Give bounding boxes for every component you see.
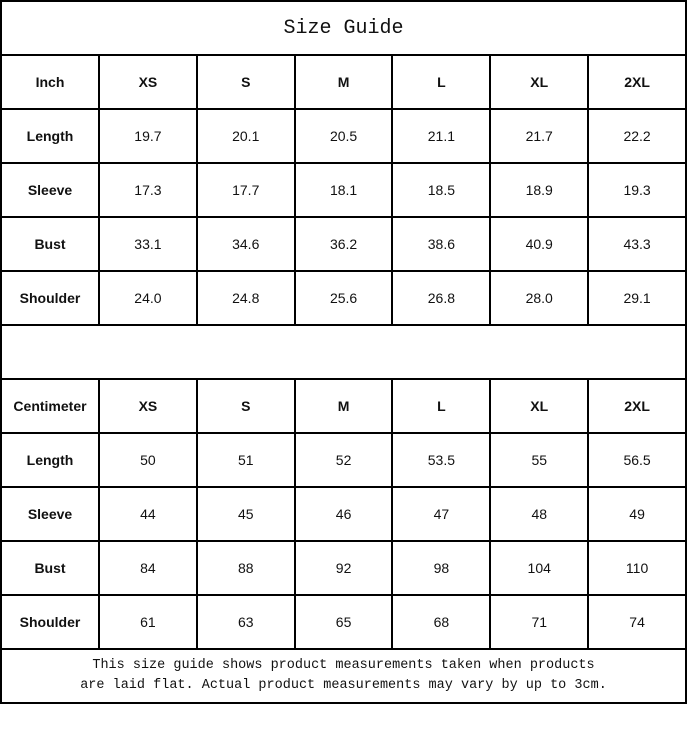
measurement-value: 51	[195, 432, 296, 488]
measurement-value: 33.1	[98, 216, 198, 272]
size-header: M	[293, 54, 394, 110]
measurement-value: 98	[391, 540, 492, 596]
measurement-value: 18.1	[293, 162, 394, 218]
measurement-value: 19.7	[98, 108, 198, 164]
measurement-value: 47	[391, 486, 492, 542]
table-row: Bust 33.1 34.6 36.2 38.6 40.9 43.3	[0, 216, 687, 272]
size-header: 2XL	[587, 378, 687, 434]
measurement-label: Length	[0, 432, 100, 488]
size-header: S	[195, 54, 296, 110]
footnote-line-1: This size guide shows product measuremen…	[92, 658, 595, 673]
measurement-value: 65	[293, 594, 394, 650]
table-row: Length 19.7 20.1 20.5 21.1 21.7 22.2	[0, 108, 687, 164]
measurement-value: 71	[489, 594, 590, 650]
inch-header-row: Inch XS S M L XL 2XL	[0, 54, 687, 110]
note-row: This size guide shows product measuremen…	[0, 648, 687, 704]
measurement-value: 63	[195, 594, 296, 650]
measurement-value: 50	[98, 432, 198, 488]
measurement-label: Bust	[0, 216, 100, 272]
measurement-value: 53.5	[391, 432, 492, 488]
measurement-value: 52	[293, 432, 394, 488]
table-row: Length 50 51 52 53.5 55 56.5	[0, 432, 687, 488]
measurement-value: 40.9	[489, 216, 590, 272]
page-title: Size Guide	[0, 0, 687, 56]
measurement-value: 36.2	[293, 216, 394, 272]
measurement-value: 20.1	[195, 108, 296, 164]
measurement-value: 25.6	[293, 270, 394, 326]
size-header: 2XL	[587, 54, 687, 110]
unit-label: Centimeter	[0, 378, 100, 434]
measurement-value: 26.8	[391, 270, 492, 326]
measurement-label: Length	[0, 108, 100, 164]
measurement-value: 19.3	[587, 162, 687, 218]
measurement-value: 21.7	[489, 108, 590, 164]
table-row: Sleeve 17.3 17.7 18.1 18.5 18.9 19.3	[0, 162, 687, 218]
measurement-value: 74	[587, 594, 687, 650]
measurement-value: 29.1	[587, 270, 687, 326]
table-row: Shoulder 24.0 24.8 25.6 26.8 28.0 29.1	[0, 270, 687, 326]
measurement-value: 104	[489, 540, 590, 596]
measurement-value: 44	[98, 486, 198, 542]
size-header: XS	[98, 378, 198, 434]
size-header: XL	[489, 54, 590, 110]
measurement-value: 24.8	[195, 270, 296, 326]
size-header: XL	[489, 378, 590, 434]
measurement-value: 61	[98, 594, 198, 650]
measurement-label: Shoulder	[0, 594, 100, 650]
footnote-line-2: are laid flat. Actual product measuremen…	[80, 678, 607, 693]
size-header: XS	[98, 54, 198, 110]
measurement-value: 18.5	[391, 162, 492, 218]
measurement-value: 24.0	[98, 270, 198, 326]
measurement-value: 92	[293, 540, 394, 596]
measurement-value: 46	[293, 486, 394, 542]
table-row: Sleeve 44 45 46 47 48 49	[0, 486, 687, 542]
size-header: L	[391, 378, 492, 434]
size-header: L	[391, 54, 492, 110]
measurement-value: 17.3	[98, 162, 198, 218]
unit-label: Inch	[0, 54, 100, 110]
table-row: Bust 84 88 92 98 104 110	[0, 540, 687, 596]
measurement-value: 20.5	[293, 108, 394, 164]
size-header: M	[293, 378, 394, 434]
measurement-value: 17.7	[195, 162, 296, 218]
measurement-value: 48	[489, 486, 590, 542]
measurement-value: 21.1	[391, 108, 492, 164]
measurement-value: 110	[587, 540, 687, 596]
measurement-value: 18.9	[489, 162, 590, 218]
centimeter-header-row: Centimeter XS S M L XL 2XL	[0, 378, 687, 434]
measurement-value: 45	[195, 486, 296, 542]
size-header: S	[195, 378, 296, 434]
measurement-value: 55	[489, 432, 590, 488]
title-row: Size Guide	[0, 0, 687, 56]
measurement-label: Shoulder	[0, 270, 100, 326]
measurement-value: 49	[587, 486, 687, 542]
measurement-value: 22.2	[587, 108, 687, 164]
spacer-cell	[0, 324, 687, 380]
measurement-label: Bust	[0, 540, 100, 596]
measurement-label: Sleeve	[0, 162, 100, 218]
measurement-value: 84	[98, 540, 198, 596]
spacer-row	[0, 324, 687, 380]
measurement-value: 68	[391, 594, 492, 650]
measurement-value: 88	[195, 540, 296, 596]
measurement-value: 34.6	[195, 216, 296, 272]
footnote: This size guide shows product measuremen…	[0, 648, 687, 704]
table-row: Shoulder 61 63 65 68 71 74	[0, 594, 687, 650]
measurement-value: 56.5	[587, 432, 687, 488]
measurement-label: Sleeve	[0, 486, 100, 542]
measurement-value: 28.0	[489, 270, 590, 326]
measurement-value: 43.3	[587, 216, 687, 272]
measurement-value: 38.6	[391, 216, 492, 272]
size-guide-table: Size Guide Inch XS S M L XL 2XL Length 19.7 20.1 2…	[0, 0, 687, 704]
